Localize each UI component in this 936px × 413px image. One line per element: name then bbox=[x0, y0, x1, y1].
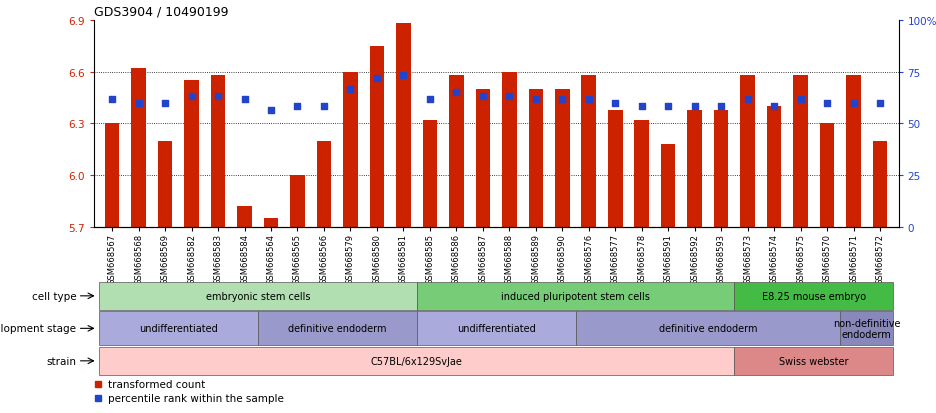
Bar bbox=[449, 76, 463, 228]
Bar bbox=[740, 76, 755, 228]
Point bbox=[264, 107, 279, 114]
Bar bbox=[370, 47, 384, 228]
Text: cell type: cell type bbox=[32, 291, 77, 301]
Bar bbox=[475, 90, 490, 228]
Bar bbox=[820, 124, 834, 228]
Text: induced pluripotent stem cells: induced pluripotent stem cells bbox=[501, 291, 650, 301]
Text: definitive endoderm: definitive endoderm bbox=[659, 323, 757, 334]
Bar bbox=[635, 121, 649, 228]
Bar bbox=[316, 141, 331, 228]
Bar bbox=[344, 72, 358, 228]
Bar bbox=[576, 312, 841, 345]
Text: embryonic stem cells: embryonic stem cells bbox=[206, 291, 310, 301]
Bar bbox=[735, 347, 893, 375]
Bar bbox=[846, 76, 861, 228]
Text: E8.25 mouse embryo: E8.25 mouse embryo bbox=[762, 291, 866, 301]
Point bbox=[555, 97, 570, 103]
Text: transformed count: transformed count bbox=[108, 379, 205, 389]
Bar bbox=[105, 124, 120, 228]
Bar bbox=[841, 312, 893, 345]
Bar bbox=[555, 90, 570, 228]
Bar bbox=[502, 72, 517, 228]
Bar bbox=[211, 76, 226, 228]
Bar bbox=[237, 207, 252, 228]
Point bbox=[422, 97, 437, 103]
Bar bbox=[872, 141, 887, 228]
Point bbox=[872, 100, 887, 107]
Bar bbox=[184, 81, 198, 228]
Bar bbox=[290, 176, 305, 228]
Bar bbox=[417, 312, 576, 345]
Point bbox=[370, 76, 385, 83]
Text: development stage: development stage bbox=[0, 323, 77, 334]
Bar bbox=[529, 90, 543, 228]
Text: Swiss webster: Swiss webster bbox=[779, 356, 849, 366]
Point bbox=[502, 93, 517, 100]
Point bbox=[105, 97, 120, 103]
Point bbox=[184, 93, 199, 100]
Text: undifferentiated: undifferentiated bbox=[139, 323, 218, 334]
Point bbox=[237, 97, 252, 103]
Text: definitive endoderm: definitive endoderm bbox=[288, 323, 387, 334]
Point bbox=[316, 104, 331, 110]
Bar bbox=[581, 76, 596, 228]
Point bbox=[713, 104, 728, 110]
Point bbox=[793, 97, 808, 103]
Bar bbox=[158, 141, 172, 228]
Bar bbox=[735, 282, 893, 311]
Bar bbox=[131, 69, 146, 228]
Bar bbox=[661, 145, 676, 228]
Bar bbox=[264, 219, 278, 228]
Bar bbox=[99, 312, 257, 345]
Point bbox=[635, 104, 650, 110]
Text: non-definitive
endoderm: non-definitive endoderm bbox=[833, 318, 900, 339]
Point bbox=[607, 100, 622, 107]
Text: GDS3904 / 10490199: GDS3904 / 10490199 bbox=[94, 5, 228, 18]
Text: undifferentiated: undifferentiated bbox=[457, 323, 535, 334]
Bar bbox=[99, 347, 735, 375]
Bar bbox=[714, 110, 728, 228]
Bar bbox=[767, 107, 782, 228]
Bar bbox=[422, 121, 437, 228]
Point bbox=[846, 100, 861, 107]
Text: strain: strain bbox=[47, 356, 77, 366]
Point bbox=[211, 93, 226, 100]
Bar bbox=[794, 76, 808, 228]
Point bbox=[581, 97, 596, 103]
Point bbox=[740, 97, 755, 103]
Bar bbox=[417, 282, 735, 311]
Point bbox=[528, 97, 543, 103]
Point bbox=[157, 100, 172, 107]
Bar bbox=[99, 282, 417, 311]
Point bbox=[661, 104, 676, 110]
Bar bbox=[608, 110, 622, 228]
Point bbox=[396, 73, 411, 79]
Point bbox=[687, 104, 702, 110]
Bar bbox=[396, 24, 411, 228]
Text: C57BL/6x129SvJae: C57BL/6x129SvJae bbox=[371, 356, 462, 366]
Point bbox=[767, 104, 782, 110]
Bar bbox=[257, 312, 417, 345]
Bar bbox=[687, 110, 702, 228]
Point bbox=[343, 86, 358, 93]
Point bbox=[475, 93, 490, 100]
Point bbox=[820, 100, 835, 107]
Text: percentile rank within the sample: percentile rank within the sample bbox=[108, 394, 284, 404]
Point bbox=[290, 104, 305, 110]
Point bbox=[449, 90, 464, 96]
Point bbox=[131, 100, 146, 107]
